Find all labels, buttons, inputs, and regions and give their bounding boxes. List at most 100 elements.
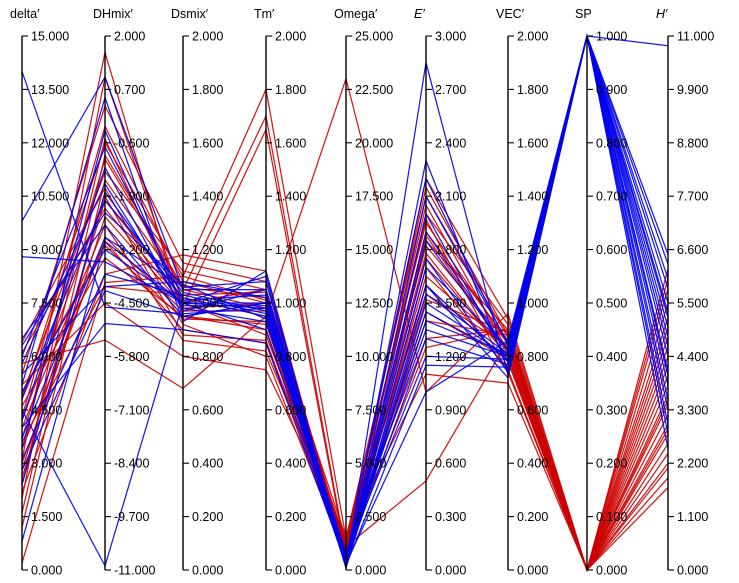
- tick-label: 1.600: [275, 136, 306, 150]
- tick-label: 17.500: [355, 190, 393, 204]
- tick-label: -11.000: [114, 564, 156, 578]
- tick-label: 11.000: [677, 30, 714, 44]
- tick-label: -4.500: [114, 297, 149, 311]
- tick-label: 1.800: [192, 83, 223, 97]
- tick-label: 1.500: [31, 510, 62, 524]
- tick-label: 0.000: [355, 564, 386, 578]
- axis-title: E′: [414, 7, 425, 21]
- tick-label: 1.800: [517, 83, 548, 97]
- tick-label: 0.600: [435, 457, 466, 471]
- tick-label: 22.500: [355, 83, 393, 97]
- tick-label: 0.300: [596, 403, 627, 417]
- tick-label: -9.700: [114, 510, 149, 524]
- tick-label: 10.500: [31, 190, 69, 204]
- axis: DHmix′ -11.000 -9.700 -8.400 -7.100 -5.800 -4.…: [93, 7, 156, 578]
- tick-label: -7.100: [114, 403, 149, 417]
- axis: E′ 0.000 0.300 0.600 0.900 1.200 1.500 1.800 2.1…: [414, 7, 466, 578]
- tick-label: 15.000: [31, 30, 69, 44]
- tick-label: 2.200: [677, 457, 708, 471]
- axis: SP 0.000 0.100 0.200 0.300 0.400 0.500 0.600 0.7…: [575, 7, 627, 578]
- tick-label: 1.400: [192, 190, 223, 204]
- tick-label: 0.000: [596, 564, 627, 578]
- tick-label: 0.500: [596, 297, 627, 311]
- axis-title: delta′: [10, 7, 40, 21]
- tick-label: 15.000: [355, 243, 393, 257]
- tick-label: 1.400: [517, 190, 548, 204]
- red-series-lines: [21, 52, 669, 573]
- tick-label: 0.000: [517, 564, 548, 578]
- axis-title: SP: [575, 7, 592, 21]
- tick-label: -3.200: [114, 243, 149, 257]
- tick-label: 1.000: [596, 30, 627, 44]
- tick-label: 1.000: [275, 297, 306, 311]
- tick-label: 2.100: [435, 190, 466, 204]
- axis-title: Tm′: [254, 7, 275, 21]
- tick-label: 12.500: [355, 297, 393, 311]
- axis-title: Dsmix′: [171, 7, 209, 21]
- tick-label: 0.700: [114, 83, 145, 97]
- tick-label: 0.800: [517, 350, 548, 364]
- tick-label: 2.400: [435, 136, 466, 150]
- tick-label: 1.600: [517, 136, 548, 150]
- tick-label: 1.800: [275, 83, 306, 97]
- tick-label: 0.300: [435, 510, 466, 524]
- tick-label: -1.900: [114, 190, 149, 204]
- tick-label: 3.300: [677, 403, 708, 417]
- axes-group: delta′ 0.000 1.500 3.000 4.500 6.000 7.500 9.00…: [10, 7, 714, 578]
- tick-label: 1.800: [435, 243, 466, 257]
- tick-label: 0.400: [192, 457, 223, 471]
- tick-label: 0.100: [596, 510, 627, 524]
- tick-label: 5.500: [677, 297, 708, 311]
- tick-label: 8.800: [677, 136, 708, 150]
- tick-label: 2.000: [517, 30, 548, 44]
- tick-label: 0.000: [275, 564, 306, 578]
- tick-label: 1.200: [435, 350, 466, 364]
- tick-label: -5.800: [114, 350, 149, 364]
- tick-label: 4.500: [31, 403, 62, 417]
- tick-label: 0.400: [275, 457, 306, 471]
- axis: Omega′ 0.000 2.500 5.000 7.500 10.000 12.500 15…: [334, 7, 393, 578]
- tick-label: 0.900: [435, 403, 466, 417]
- tick-label: 0.700: [596, 190, 627, 204]
- tick-label: 4.400: [677, 350, 708, 364]
- tick-label: 7.500: [31, 297, 62, 311]
- tick-label: 0.000: [677, 564, 708, 578]
- tick-label: 1.000: [517, 297, 548, 311]
- tick-label: 1.200: [192, 243, 223, 257]
- tick-label: 25.000: [355, 30, 393, 44]
- axis-title: VEC′: [496, 7, 525, 21]
- tick-label: 3.000: [435, 30, 466, 44]
- tick-label: 10.000: [355, 350, 393, 364]
- tick-label: 3.000: [31, 457, 62, 471]
- tick-label: 5.000: [355, 457, 386, 471]
- tick-label: 0.400: [596, 350, 627, 364]
- tick-label: 0.600: [192, 403, 223, 417]
- tick-label: 1.100: [677, 510, 708, 524]
- tick-label: 0.200: [596, 457, 627, 471]
- axis: VEC′ 0.000 0.200 0.400 0.600 0.800 1.000 1.200 1…: [496, 7, 548, 578]
- tick-label: 0.400: [517, 457, 548, 471]
- tick-label: 0.800: [192, 350, 223, 364]
- tick-label: 0.800: [275, 350, 306, 364]
- axis-title: H′: [656, 7, 668, 21]
- tick-label: 0.600: [275, 403, 306, 417]
- tick-label: 1.200: [275, 243, 306, 257]
- tick-label: 20.000: [355, 136, 393, 150]
- tick-label: 1.000: [192, 297, 223, 311]
- tick-label: 1.600: [192, 136, 223, 150]
- red-polyline: [21, 104, 669, 573]
- tick-label: -8.400: [114, 457, 149, 471]
- axis: Dsmix′ 0.000 0.200 0.400 0.600 0.800 1.000 1.20…: [171, 7, 223, 578]
- red-polyline: [21, 114, 669, 572]
- tick-label: 2.000: [275, 30, 306, 44]
- tick-label: 6.600: [677, 243, 708, 257]
- red-polyline: [21, 52, 669, 572]
- tick-label: 2.700: [435, 83, 466, 97]
- tick-label: 6.000: [31, 350, 62, 364]
- tick-label: 2.500: [355, 510, 386, 524]
- tick-label: 0.600: [517, 403, 548, 417]
- axis-title: Omega′: [334, 7, 378, 21]
- red-polyline: [21, 74, 669, 572]
- tick-label: 13.500: [31, 83, 69, 97]
